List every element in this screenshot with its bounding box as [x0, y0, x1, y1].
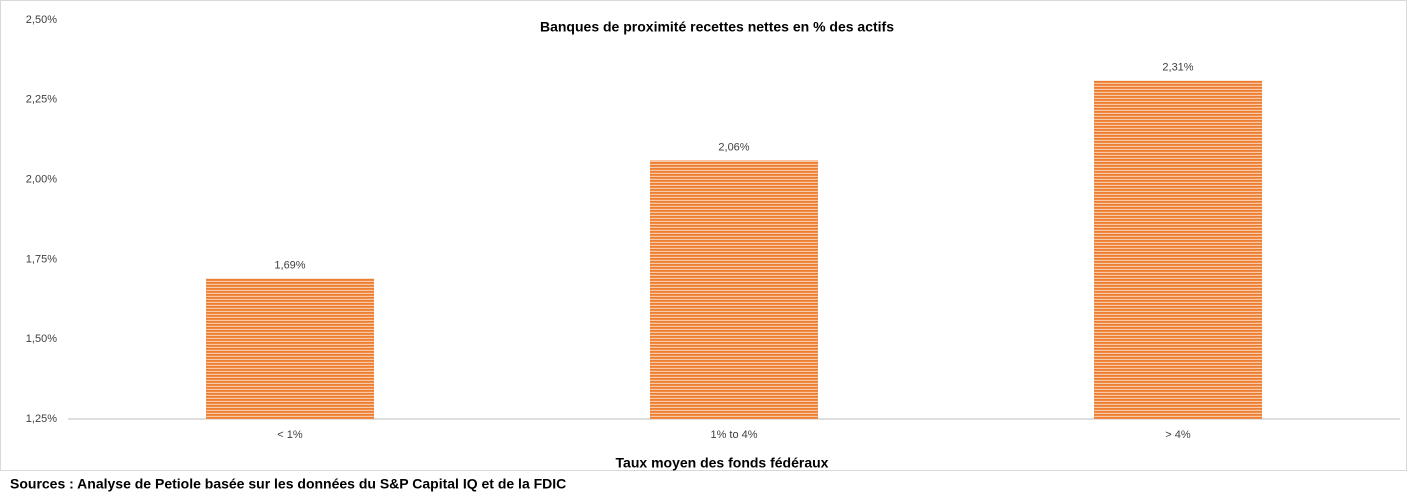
y-tick-label: 2,25% [26, 94, 57, 106]
x-tick-label: > 4% [1165, 429, 1191, 441]
x-axis-title: Taux moyen des fonds fédéraux [616, 455, 829, 471]
x-tick-label: 1% to 4% [710, 429, 757, 441]
y-tick-label: 1,50% [26, 333, 57, 345]
value-label: 1,69% [274, 259, 305, 271]
chart-border [0, 0, 1407, 471]
bar [650, 160, 818, 419]
y-tick-label: 1,25% [26, 413, 57, 425]
value-label: 2,31% [1162, 62, 1193, 74]
bar [206, 278, 374, 419]
y-tick-label: 2,50% [26, 14, 57, 26]
chart-title: Banques de proximité recettes nettes en … [540, 19, 894, 35]
y-tick-label: 2,00% [26, 174, 57, 186]
value-label: 2,06% [718, 141, 749, 153]
x-tick-label: < 1% [277, 429, 303, 441]
y-tick-label: 1,75% [26, 253, 57, 265]
bar [1094, 80, 1262, 419]
source-note: Sources : Analyse de Petiole basée sur l… [10, 476, 566, 492]
